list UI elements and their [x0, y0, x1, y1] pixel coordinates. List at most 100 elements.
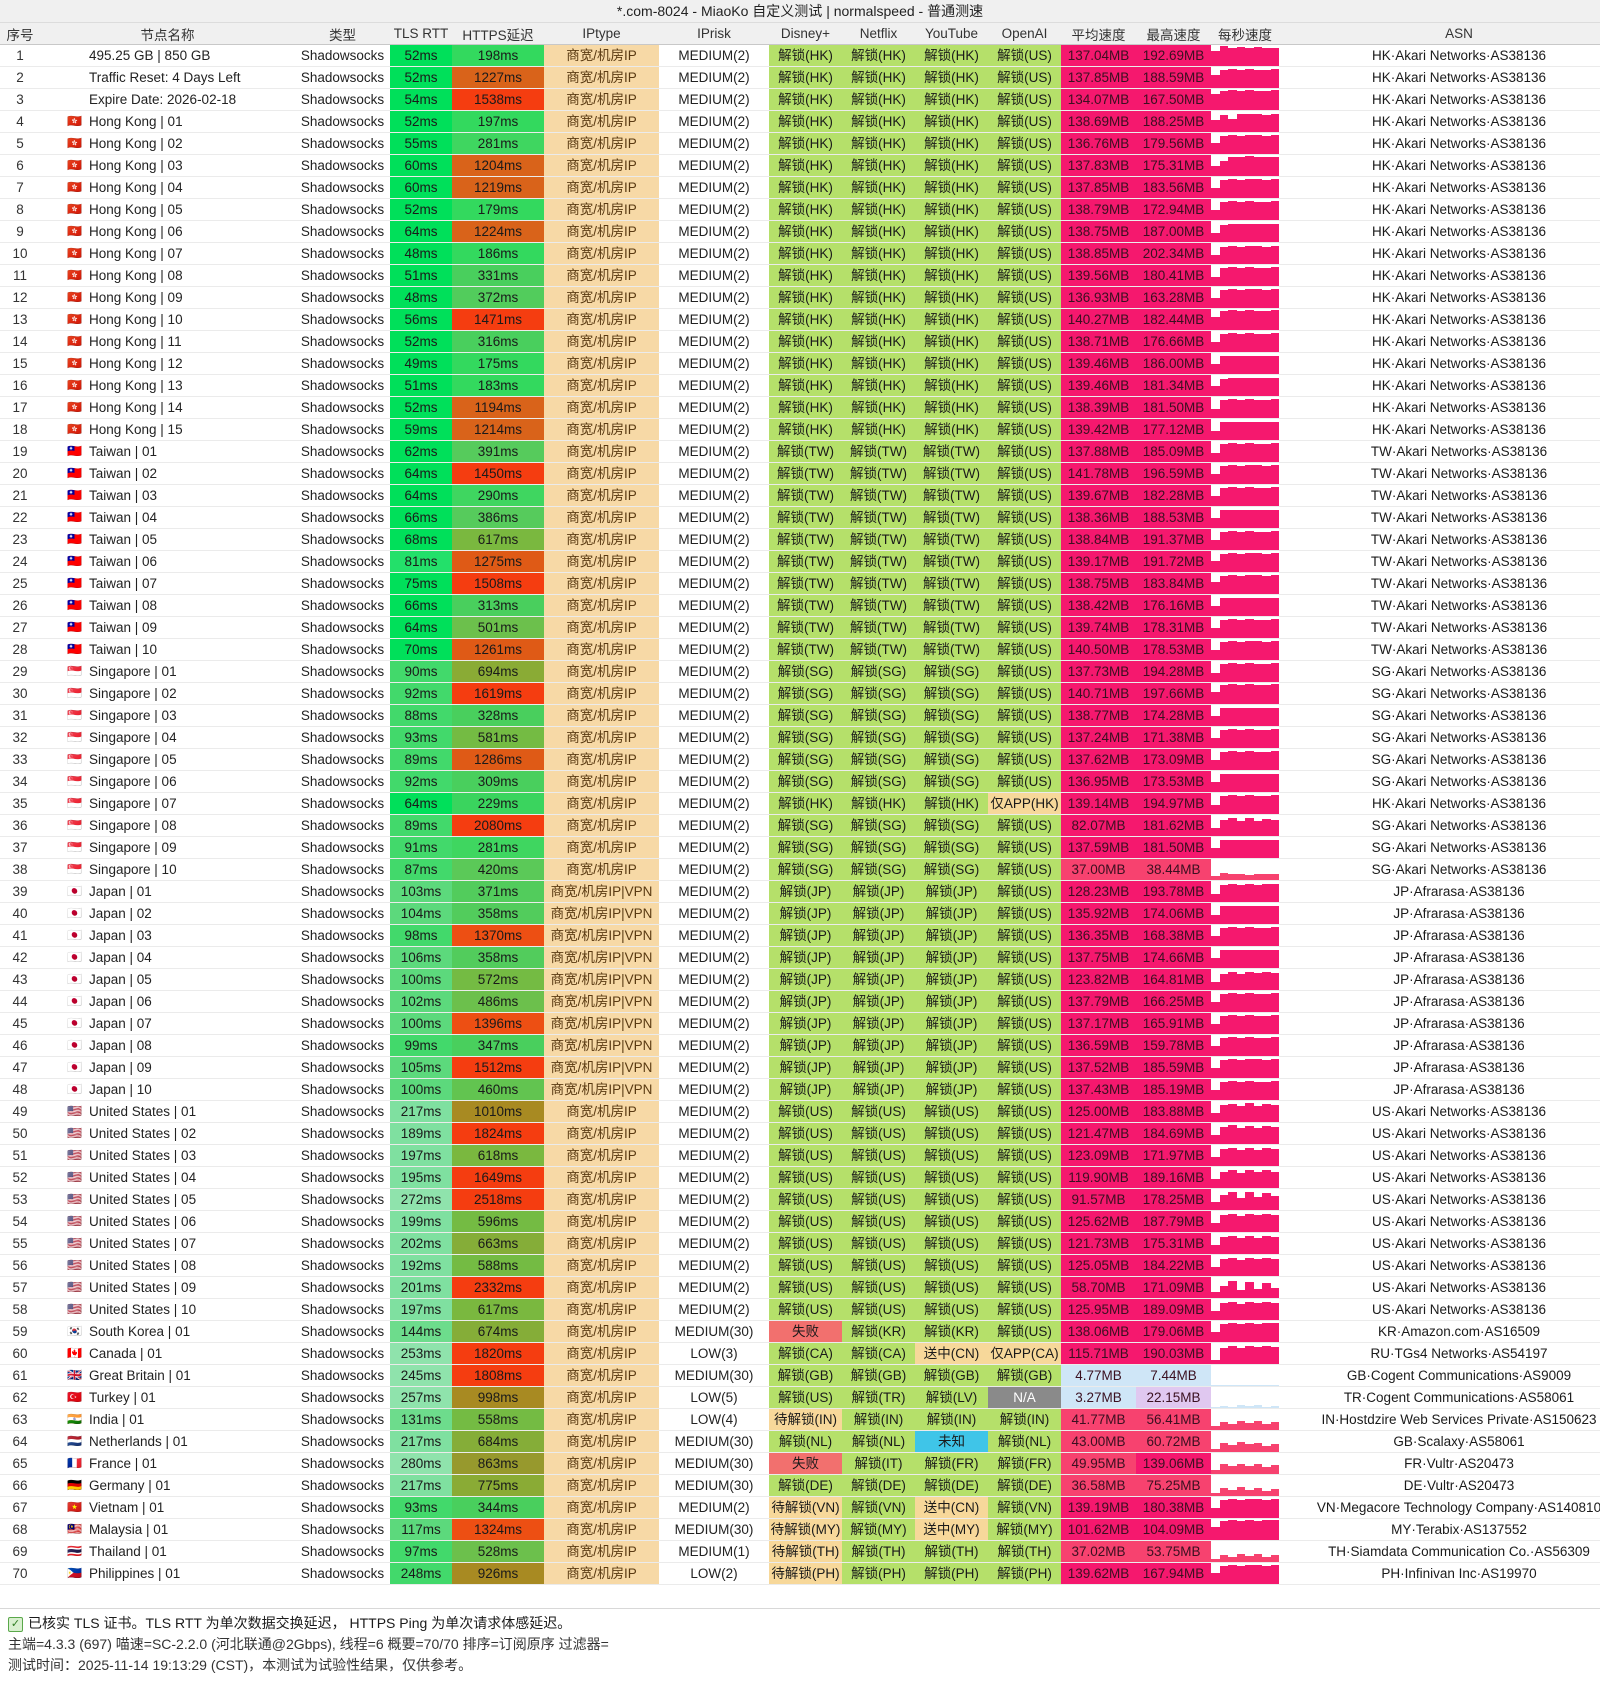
table-row[interactable]: 37 🇸🇬 Singapore | 09 Shadowsocks 91ms 281…: [0, 836, 1600, 859]
table-row[interactable]: 61 🇬🇧 Great Britain | 01 Shadowsocks 245m…: [0, 1364, 1600, 1387]
table-row[interactable]: 53 🇺🇸 United States | 05 Shadowsocks 272m…: [0, 1188, 1600, 1211]
node-name-cell[interactable]: 🇯🇵 Japan | 07: [40, 1012, 295, 1035]
table-row[interactable]: 45 🇯🇵 Japan | 07 Shadowsocks 100ms 1396ms…: [0, 1012, 1600, 1035]
node-name-cell[interactable]: 🇹🇷 Turkey | 01: [40, 1386, 295, 1409]
node-name-cell[interactable]: 🇲🇾 Malaysia | 01: [40, 1518, 295, 1541]
table-row[interactable]: 9 🇭🇰 Hong Kong | 06 Shadowsocks 64ms 1224…: [0, 220, 1600, 243]
node-name-cell[interactable]: 🇯🇵 Japan | 01: [40, 880, 295, 903]
table-row[interactable]: 51 🇺🇸 United States | 03 Shadowsocks 197m…: [0, 1144, 1600, 1167]
node-name-cell[interactable]: Expire Date: 2026-02-18: [40, 88, 295, 111]
node-name-cell[interactable]: 🇭🇰 Hong Kong | 03: [40, 154, 295, 177]
table-row[interactable]: 5 🇭🇰 Hong Kong | 02 Shadowsocks 55ms 281m…: [0, 132, 1600, 155]
node-name-cell[interactable]: 🇹🇼 Taiwan | 02: [40, 462, 295, 485]
col-header-tls-rtt[interactable]: TLS RTT: [390, 23, 452, 45]
col-header-asn[interactable]: ASN: [1279, 23, 1600, 45]
table-row[interactable]: 58 🇺🇸 United States | 10 Shadowsocks 197m…: [0, 1298, 1600, 1321]
node-name-cell[interactable]: 🇹🇼 Taiwan | 05: [40, 528, 295, 551]
node-name-cell[interactable]: 🇺🇸 United States | 04: [40, 1166, 295, 1189]
table-row[interactable]: 66 🇩🇪 Germany | 01 Shadowsocks 217ms 775m…: [0, 1474, 1600, 1497]
table-row[interactable]: 49 🇺🇸 United States | 01 Shadowsocks 217m…: [0, 1100, 1600, 1123]
node-name-cell[interactable]: 🇸🇬 Singapore | 05: [40, 748, 295, 771]
table-row[interactable]: 18 🇭🇰 Hong Kong | 15 Shadowsocks 59ms 121…: [0, 418, 1600, 441]
node-name-cell[interactable]: 🇺🇸 United States | 10: [40, 1298, 295, 1321]
node-name-cell[interactable]: 🇭🇰 Hong Kong | 04: [40, 176, 295, 199]
table-row[interactable]: 60 🇨🇦 Canada | 01 Shadowsocks 253ms 1820m…: [0, 1342, 1600, 1365]
node-name-cell[interactable]: 🇹🇼 Taiwan | 04: [40, 506, 295, 529]
col-header-index[interactable]: 序号: [0, 23, 40, 45]
node-name-cell[interactable]: 🇭🇰 Hong Kong | 10: [40, 308, 295, 331]
node-name-cell[interactable]: 🇭🇰 Hong Kong | 13: [40, 374, 295, 397]
table-row[interactable]: 56 🇺🇸 United States | 08 Shadowsocks 192m…: [0, 1254, 1600, 1277]
table-row[interactable]: 50 🇺🇸 United States | 02 Shadowsocks 189m…: [0, 1122, 1600, 1145]
table-row[interactable]: 63 🇮🇳 India | 01 Shadowsocks 131ms 558ms …: [0, 1408, 1600, 1431]
table-row[interactable]: 26 🇹🇼 Taiwan | 08 Shadowsocks 66ms 313ms …: [0, 594, 1600, 617]
node-name-cell[interactable]: 🇯🇵 Japan | 02: [40, 902, 295, 925]
node-name-cell[interactable]: 🇭🇰 Hong Kong | 06: [40, 220, 295, 243]
table-row[interactable]: 59 🇰🇷 South Korea | 01 Shadowsocks 144ms …: [0, 1320, 1600, 1343]
node-name-cell[interactable]: 🇺🇸 United States | 02: [40, 1122, 295, 1145]
node-name-cell[interactable]: 495.25 GB | 850 GB: [40, 44, 295, 67]
node-name-cell[interactable]: 🇸🇬 Singapore | 09: [40, 836, 295, 859]
col-header-disney[interactable]: Disney+: [769, 23, 842, 45]
table-row[interactable]: 69 🇹🇭 Thailand | 01 Shadowsocks 97ms 528m…: [0, 1540, 1600, 1563]
table-row[interactable]: 65 🇫🇷 France | 01 Shadowsocks 280ms 863ms…: [0, 1452, 1600, 1475]
node-name-cell[interactable]: 🇯🇵 Japan | 04: [40, 946, 295, 969]
table-row[interactable]: 24 🇹🇼 Taiwan | 06 Shadowsocks 81ms 1275ms…: [0, 550, 1600, 573]
table-row[interactable]: 67 🇻🇳 Vietnam | 01 Shadowsocks 93ms 344ms…: [0, 1496, 1600, 1519]
table-row[interactable]: 35 🇸🇬 Singapore | 07 Shadowsocks 64ms 229…: [0, 792, 1600, 815]
table-row[interactable]: 54 🇺🇸 United States | 06 Shadowsocks 199m…: [0, 1210, 1600, 1233]
table-row[interactable]: 22 🇹🇼 Taiwan | 04 Shadowsocks 66ms 386ms …: [0, 506, 1600, 529]
table-row[interactable]: 10 🇭🇰 Hong Kong | 07 Shadowsocks 48ms 186…: [0, 242, 1600, 265]
node-name-cell[interactable]: 🇫🇷 France | 01: [40, 1452, 295, 1475]
table-row[interactable]: 8 🇭🇰 Hong Kong | 05 Shadowsocks 52ms 179m…: [0, 198, 1600, 221]
node-name-cell[interactable]: 🇯🇵 Japan | 09: [40, 1056, 295, 1079]
node-name-cell[interactable]: 🇩🇪 Germany | 01: [40, 1474, 295, 1497]
table-row[interactable]: 46 🇯🇵 Japan | 08 Shadowsocks 99ms 347ms 商…: [0, 1034, 1600, 1057]
table-row[interactable]: 39 🇯🇵 Japan | 01 Shadowsocks 103ms 371ms …: [0, 880, 1600, 903]
node-name-cell[interactable]: 🇯🇵 Japan | 03: [40, 924, 295, 947]
table-row[interactable]: 33 🇸🇬 Singapore | 05 Shadowsocks 89ms 128…: [0, 748, 1600, 771]
table-row[interactable]: 36 🇸🇬 Singapore | 08 Shadowsocks 89ms 208…: [0, 814, 1600, 837]
table-row[interactable]: 43 🇯🇵 Japan | 05 Shadowsocks 100ms 572ms …: [0, 968, 1600, 991]
col-header-iptype[interactable]: IPtype: [544, 23, 659, 45]
node-name-cell[interactable]: 🇭🇰 Hong Kong | 14: [40, 396, 295, 419]
table-row[interactable]: 14 🇭🇰 Hong Kong | 11 Shadowsocks 52ms 316…: [0, 330, 1600, 353]
table-row[interactable]: 11 🇭🇰 Hong Kong | 08 Shadowsocks 51ms 331…: [0, 264, 1600, 287]
node-name-cell[interactable]: 🇸🇬 Singapore | 08: [40, 814, 295, 837]
col-header-type[interactable]: 类型: [295, 23, 390, 45]
node-name-cell[interactable]: 🇺🇸 United States | 07: [40, 1232, 295, 1255]
table-row[interactable]: 29 🇸🇬 Singapore | 01 Shadowsocks 90ms 694…: [0, 660, 1600, 683]
table-row[interactable]: 19 🇹🇼 Taiwan | 01 Shadowsocks 62ms 391ms …: [0, 440, 1600, 463]
node-name-cell[interactable]: 🇭🇰 Hong Kong | 01: [40, 110, 295, 133]
table-row[interactable]: 28 🇹🇼 Taiwan | 10 Shadowsocks 70ms 1261ms…: [0, 638, 1600, 661]
node-name-cell[interactable]: 🇭🇰 Hong Kong | 15: [40, 418, 295, 441]
table-row[interactable]: 1 495.25 GB | 850 GB Shadowsocks 52ms 19…: [0, 44, 1600, 67]
node-name-cell[interactable]: 🇹🇼 Taiwan | 07: [40, 572, 295, 595]
node-name-cell[interactable]: 🇭🇰 Hong Kong | 11: [40, 330, 295, 353]
table-row[interactable]: 25 🇹🇼 Taiwan | 07 Shadowsocks 75ms 1508ms…: [0, 572, 1600, 595]
col-header-https[interactable]: HTTPS延迟: [452, 23, 544, 45]
node-name-cell[interactable]: 🇸🇬 Singapore | 02: [40, 682, 295, 705]
node-name-cell[interactable]: Traffic Reset: 4 Days Left: [40, 66, 295, 89]
table-row[interactable]: 30 🇸🇬 Singapore | 02 Shadowsocks 92ms 161…: [0, 682, 1600, 705]
node-name-cell[interactable]: 🇸🇬 Singapore | 10: [40, 858, 295, 881]
table-row[interactable]: 3 Expire Date: 2026-02-18 Shadowsocks 54…: [0, 88, 1600, 111]
table-row[interactable]: 34 🇸🇬 Singapore | 06 Shadowsocks 92ms 309…: [0, 770, 1600, 793]
table-row[interactable]: 48 🇯🇵 Japan | 10 Shadowsocks 100ms 460ms …: [0, 1078, 1600, 1101]
node-name-cell[interactable]: 🇯🇵 Japan | 06: [40, 990, 295, 1013]
node-name-cell[interactable]: 🇰🇷 South Korea | 01: [40, 1320, 295, 1343]
col-header-avg[interactable]: 平均速度: [1061, 23, 1136, 45]
node-name-cell[interactable]: 🇭🇰 Hong Kong | 09: [40, 286, 295, 309]
node-name-cell[interactable]: 🇹🇼 Taiwan | 03: [40, 484, 295, 507]
col-header-max[interactable]: 最高速度: [1136, 23, 1211, 45]
node-name-cell[interactable]: 🇸🇬 Singapore | 04: [40, 726, 295, 749]
node-name-cell[interactable]: 🇹🇼 Taiwan | 08: [40, 594, 295, 617]
node-name-cell[interactable]: 🇺🇸 United States | 03: [40, 1144, 295, 1167]
node-name-cell[interactable]: 🇭🇰 Hong Kong | 07: [40, 242, 295, 265]
node-name-cell[interactable]: 🇻🇳 Vietnam | 01: [40, 1496, 295, 1519]
node-name-cell[interactable]: 🇺🇸 United States | 06: [40, 1210, 295, 1233]
col-header-netflix[interactable]: Netflix: [842, 23, 915, 45]
table-row[interactable]: 42 🇯🇵 Japan | 04 Shadowsocks 106ms 358ms …: [0, 946, 1600, 969]
node-name-cell[interactable]: 🇸🇬 Singapore | 03: [40, 704, 295, 727]
node-name-cell[interactable]: 🇸🇬 Singapore | 06: [40, 770, 295, 793]
